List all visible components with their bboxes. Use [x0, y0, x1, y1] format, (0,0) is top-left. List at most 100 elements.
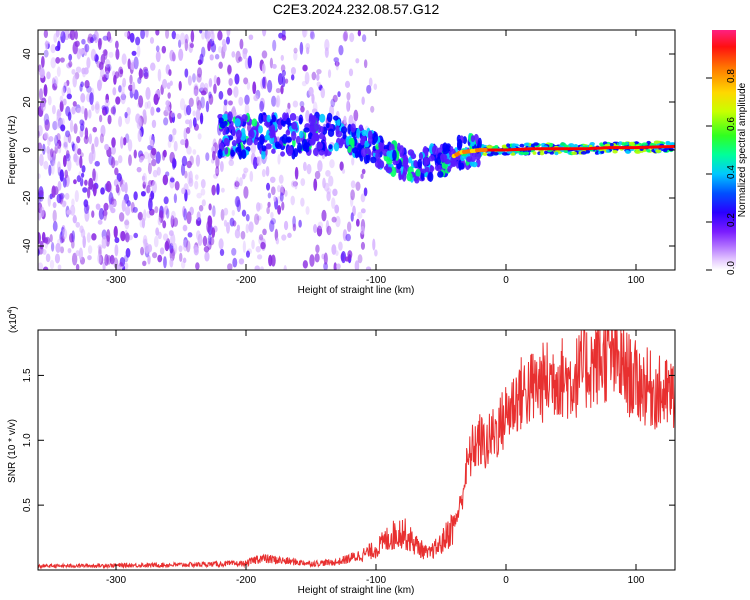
- heatmap-cell: [120, 136, 124, 149]
- heatmap-cell: [482, 147, 488, 153]
- heatmap-cell: [373, 83, 378, 91]
- heatmap-cell: [323, 262, 328, 270]
- heatmap-cell: [334, 61, 340, 67]
- heatmap-cell: [58, 30, 64, 37]
- heatmap-cell: [38, 88, 43, 101]
- heatmap-cell: [328, 144, 333, 150]
- colorbar-tick-label: 0.6: [726, 117, 737, 131]
- heatmap-cell: [133, 149, 137, 159]
- heatmap-cell: [326, 191, 331, 202]
- heatmap-cell: [385, 166, 393, 174]
- heatmap-cell: [262, 76, 266, 89]
- heatmap-cell: [456, 138, 463, 149]
- heatmap-cell: [147, 144, 153, 151]
- heatmap-cell: [239, 177, 243, 187]
- heatmap-cell: [407, 156, 413, 164]
- heatmap-cell: [188, 170, 193, 184]
- heatmap-cell: [332, 188, 338, 197]
- heatmap-cell: [406, 172, 413, 182]
- heatmap-cell: [283, 220, 289, 231]
- heatmap-cell: [653, 140, 660, 145]
- heatmap-cell: [356, 128, 361, 139]
- heatmap-cell: [314, 253, 320, 263]
- colorbar-gradient: [712, 30, 736, 270]
- heatmap-cell: [97, 253, 102, 264]
- heatmap-cell: [76, 135, 81, 144]
- heatmap-cell: [355, 181, 361, 191]
- heatmap-cell: [165, 105, 171, 113]
- heatmap-cell: [293, 51, 298, 61]
- heatmap-cell: [115, 96, 121, 105]
- heatmap-cell: [410, 153, 417, 160]
- heatmap-cell: [263, 121, 271, 127]
- heatmap-cell: [188, 97, 194, 108]
- heatmap-cell: [128, 154, 132, 166]
- heatmap-cell: [114, 237, 120, 244]
- heatmap-cell: [228, 100, 233, 106]
- heatmap-cell: [243, 77, 249, 85]
- heatmap-cell: [151, 119, 157, 129]
- heatmap-cell: [136, 45, 141, 58]
- heatmap-cell: [101, 235, 107, 249]
- heatmap-cell: [641, 142, 648, 146]
- heatmap-cell: [328, 175, 334, 187]
- heatmap-cell: [60, 30, 66, 44]
- heatmap-cell: [348, 138, 355, 146]
- heatmap-cell: [86, 85, 92, 93]
- heatmap-cell: [148, 198, 153, 211]
- heatmap-cell: [360, 225, 365, 235]
- heatmap-cell: [201, 199, 206, 207]
- heatmap-cell: [163, 117, 169, 126]
- colorbar: 0.0 0.2 0.4 0.6 0.8 Normalized spectral ampl…: [706, 30, 748, 275]
- heatmap-cell: [200, 96, 205, 109]
- heatmap-cell: [271, 95, 277, 107]
- heatmap-cell: [350, 123, 356, 133]
- heatmap-cell: [285, 129, 291, 136]
- heatmap-cell: [249, 170, 254, 183]
- heatmap-cell: [212, 205, 216, 218]
- heatmap-cell: [115, 48, 120, 60]
- heatmap-cell: [151, 180, 157, 194]
- heatmap-cell: [228, 159, 234, 167]
- heatmap-cell: [43, 160, 49, 170]
- heatmap-cell: [311, 71, 317, 81]
- heatmap-cell: [442, 147, 449, 155]
- heatmap-cell: [361, 168, 366, 175]
- heatmap-cell: [170, 215, 175, 228]
- heatmap-cell: [233, 86, 239, 98]
- heatmap-cell: [612, 149, 618, 154]
- heatmap-cell: [140, 246, 145, 256]
- heatmap-cell: [219, 160, 224, 173]
- heatmap-cell: [88, 109, 92, 119]
- heatmap-cell: [108, 192, 114, 205]
- heatmap-cell: [75, 263, 80, 270]
- heatmap-cell: [270, 186, 276, 196]
- heatmap-cell: [309, 31, 315, 40]
- heatmap-cell: [148, 180, 153, 187]
- spectrogram-y-label: Frequency (Hz): [7, 116, 18, 185]
- heatmap-cell: [124, 218, 130, 230]
- heatmap-cell: [156, 107, 161, 113]
- heatmap-cell: [71, 252, 78, 266]
- heatmap-cell: [59, 169, 64, 182]
- heatmap-cell: [75, 221, 81, 228]
- heatmap-cell: [39, 69, 45, 79]
- heatmap-cell: [169, 49, 175, 62]
- heatmap-cell: [229, 217, 235, 227]
- heatmap-cell: [186, 145, 192, 155]
- heatmap-cell: [217, 149, 223, 159]
- heatmap-cell: [115, 264, 121, 270]
- heatmap-cell: [353, 109, 359, 122]
- heatmap-cell: [199, 112, 204, 125]
- heatmap-cell: [193, 89, 199, 96]
- heatmap-cell: [360, 138, 365, 146]
- heatmap-cell: [223, 120, 228, 126]
- heatmap-cell: [215, 166, 220, 177]
- heatmap-cell: [163, 256, 167, 269]
- heatmap-cell: [183, 208, 188, 221]
- heatmap-cell: [124, 262, 129, 270]
- heatmap-cell: [267, 192, 272, 199]
- heatmap-cell: [519, 143, 525, 148]
- heatmap-cell: [147, 152, 152, 166]
- heatmap-cell: [230, 149, 235, 157]
